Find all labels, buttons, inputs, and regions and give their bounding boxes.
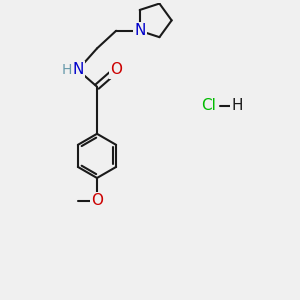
Text: N: N xyxy=(134,23,146,38)
Text: H: H xyxy=(231,98,243,113)
Text: H: H xyxy=(61,63,72,77)
Text: O: O xyxy=(91,193,103,208)
Text: N: N xyxy=(72,62,83,77)
Text: O: O xyxy=(110,62,122,77)
Text: Cl: Cl xyxy=(202,98,216,113)
